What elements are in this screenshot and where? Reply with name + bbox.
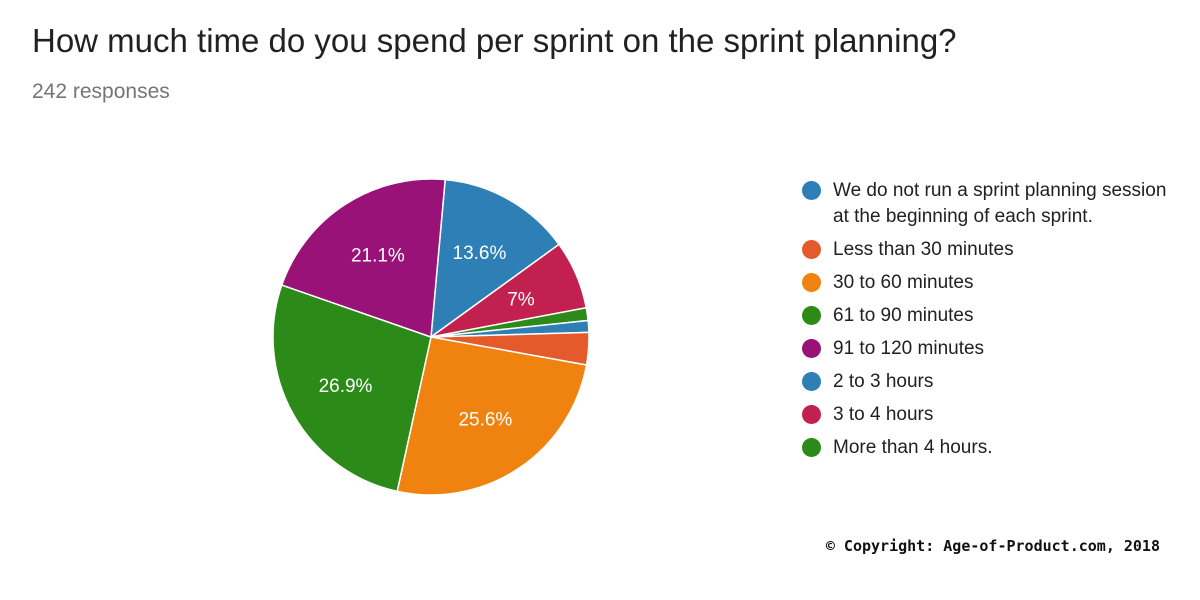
copyright-notice: © Copyright: Age-of-Product.com, 2018 — [825, 537, 1160, 555]
legend-swatch — [802, 372, 821, 391]
legend-item: Less than 30 minutes — [800, 237, 1180, 263]
legend-swatch — [802, 181, 821, 200]
legend-swatch — [802, 306, 821, 325]
slice-label-2: 25.6% — [458, 409, 512, 430]
legend: We do not run a sprint planning session … — [800, 178, 1180, 468]
legend-swatch — [802, 339, 821, 358]
legend-swatch — [802, 438, 821, 457]
response-count: 242 responses — [32, 80, 170, 103]
legend-label: 61 to 90 minutes — [833, 305, 974, 326]
pie-slice-0 — [430, 178, 561, 339]
slice-label-4: 21.1% — [351, 246, 405, 267]
pie-slice-3 — [272, 284, 432, 493]
legend-label: 3 to 4 hours — [833, 404, 934, 425]
legend-item: 2 to 3 hours — [800, 369, 1180, 395]
legend-label: 91 to 120 minutes — [833, 338, 985, 359]
legend-swatch — [802, 240, 821, 259]
legend-swatch — [802, 405, 821, 424]
legend-item: 61 to 90 minutes — [800, 303, 1180, 329]
legend-item: We do not run a sprint planning session … — [800, 178, 1180, 230]
slice-label-0: 13.6% — [453, 243, 507, 264]
legend-label: 30 to 60 minutes — [833, 272, 974, 293]
legend-item: 30 to 60 minutes — [800, 270, 1180, 296]
slice-label-6: 7% — [507, 289, 535, 310]
legend-item: 3 to 4 hours — [800, 402, 1180, 428]
pie-slice-2 — [396, 336, 588, 496]
slice-label-3: 26.9% — [319, 376, 373, 397]
pie-slice-4 — [280, 178, 447, 339]
legend-swatch — [802, 273, 821, 292]
legend-label: We do not run a sprint planning session … — [833, 180, 1167, 227]
legend-label: Less than 30 minutes — [833, 239, 1014, 260]
legend-item: More than 4 hours. — [800, 435, 1180, 461]
chart-title: How much time do you spend per sprint on… — [32, 22, 957, 59]
legend-item: 91 to 120 minutes — [800, 336, 1180, 362]
legend-label: 2 to 3 hours — [833, 371, 934, 392]
legend-label: More than 4 hours. — [833, 437, 993, 458]
